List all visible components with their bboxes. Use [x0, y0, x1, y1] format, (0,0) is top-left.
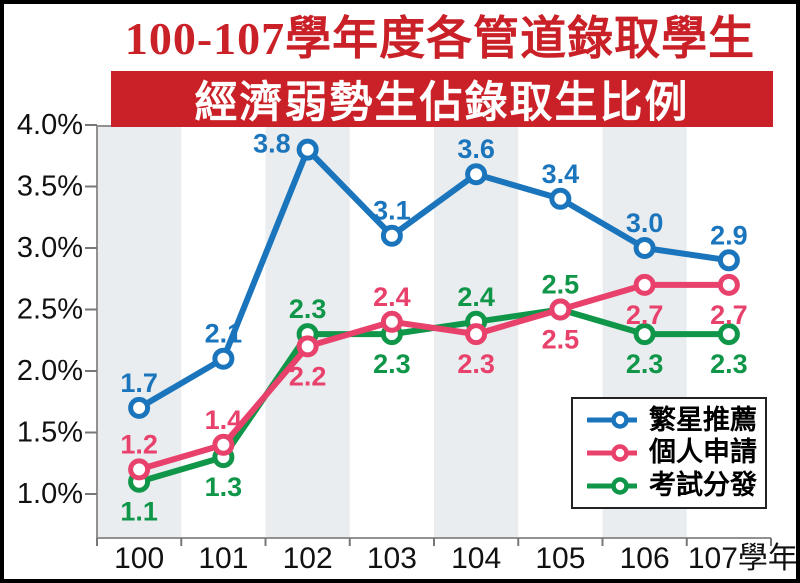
- data-point-label: 3.6: [457, 134, 495, 164]
- data-point-label: 2.7: [626, 300, 664, 330]
- data-point-個人申請-101: [212, 433, 235, 456]
- chart-subtitle-banner: 經濟弱勢生佔錄取生比例: [111, 71, 773, 127]
- data-point-label: 3.0: [626, 208, 664, 238]
- legend-line-marker-icon: [587, 444, 637, 462]
- data-point-label: 2.7: [710, 300, 748, 330]
- series-line-個人申請: [136, 281, 732, 473]
- y-axis-tick-label: 3.5%: [17, 171, 83, 203]
- data-point-label: 3.8: [253, 129, 291, 159]
- data-point-label: 1.2: [120, 429, 158, 459]
- data-point-label: 2.5: [542, 270, 580, 300]
- y-axis-tick-label: 1.0%: [17, 478, 83, 510]
- data-point-個人申請-103: [380, 310, 403, 333]
- data-point-個人申請-106: [633, 273, 656, 296]
- data-point-個人申請-102: [296, 335, 319, 358]
- data-point-label: 2.3: [373, 349, 411, 379]
- y-axis-tick-label: 4.0%: [17, 109, 83, 141]
- data-point-繁星推薦-105: [549, 187, 572, 210]
- data-point-label: 2.3: [457, 349, 495, 379]
- data-point-個人申請-105: [549, 298, 572, 321]
- data-point-label: 3.4: [542, 159, 580, 189]
- data-point-個人申請-107: [717, 273, 740, 296]
- x-axis-tick-label: 107學年: [688, 542, 798, 575]
- data-point-label: 1.1: [120, 497, 158, 527]
- legend-item-繁星推薦: 繁星推薦: [587, 404, 757, 435]
- legend-item-考試分發: 考試分發: [587, 472, 757, 499]
- data-point-label: 2.3: [289, 294, 327, 324]
- legend-label: 繁星推薦: [649, 404, 757, 435]
- data-point-label: 2.4: [457, 282, 495, 312]
- data-point-label: 2.2: [289, 361, 327, 391]
- data-point-繁星推薦-102: [296, 138, 319, 161]
- chart-title: 100-107學年度各管道錄取學生: [124, 13, 756, 64]
- data-point-label: 1.7: [120, 368, 158, 398]
- data-point-個人申請-104: [465, 323, 488, 346]
- y-axis-tick-label: 2.5%: [17, 294, 83, 326]
- y-axis-tick-label: 1.5%: [17, 417, 83, 449]
- x-axis-tick-label: 105: [535, 542, 585, 575]
- data-point-考試分發-106: [633, 323, 656, 346]
- x-axis-tick-label: 102: [283, 542, 333, 575]
- data-point-繁星推薦-104: [465, 163, 488, 186]
- data-point-label: 2.9: [710, 220, 748, 250]
- data-point-考試分發-107: [717, 323, 740, 346]
- legend-line-marker-icon: [587, 411, 637, 430]
- data-point-繁星推薦-103: [380, 224, 403, 247]
- x-axis-tick-label: 104: [451, 542, 501, 575]
- legend-line-marker-icon: [587, 476, 637, 495]
- data-point-繁星推薦-106: [633, 237, 656, 259]
- x-axis-tick-label: 100: [114, 542, 164, 575]
- data-point-label: 2.1: [205, 319, 243, 349]
- data-point-label: 2.5: [542, 325, 580, 355]
- data-point-個人申請-100: [128, 458, 151, 481]
- legend-label: 考試分發: [649, 470, 757, 501]
- x-axis-tick-label: 101: [198, 542, 248, 575]
- y-axis-tick-label: 3.0%: [17, 232, 83, 264]
- data-point-label: 1.4: [205, 405, 243, 435]
- data-point-label: 2.3: [626, 349, 664, 379]
- series-line-繁星推薦: [136, 146, 732, 411]
- data-point-label: 1.3: [205, 472, 243, 502]
- data-point-label: 2.3: [710, 349, 748, 379]
- x-axis-tick-label: 103: [367, 542, 417, 575]
- data-point-label: 3.1: [373, 196, 411, 226]
- x-axis-tick-label: 106: [620, 542, 670, 575]
- legend: 繁星推薦 個人申請 考試分發: [571, 397, 767, 509]
- data-point-label: 2.4: [373, 282, 411, 312]
- legend-item-個人申請: 個人申請: [587, 439, 757, 466]
- data-point-繁星推薦-101: [212, 347, 235, 370]
- y-axis-tick-label: 2.0%: [17, 355, 83, 387]
- legend-label: 個人申請: [649, 437, 757, 468]
- data-point-繁星推薦-100: [128, 396, 151, 419]
- data-point-繁星推薦-107: [717, 249, 740, 272]
